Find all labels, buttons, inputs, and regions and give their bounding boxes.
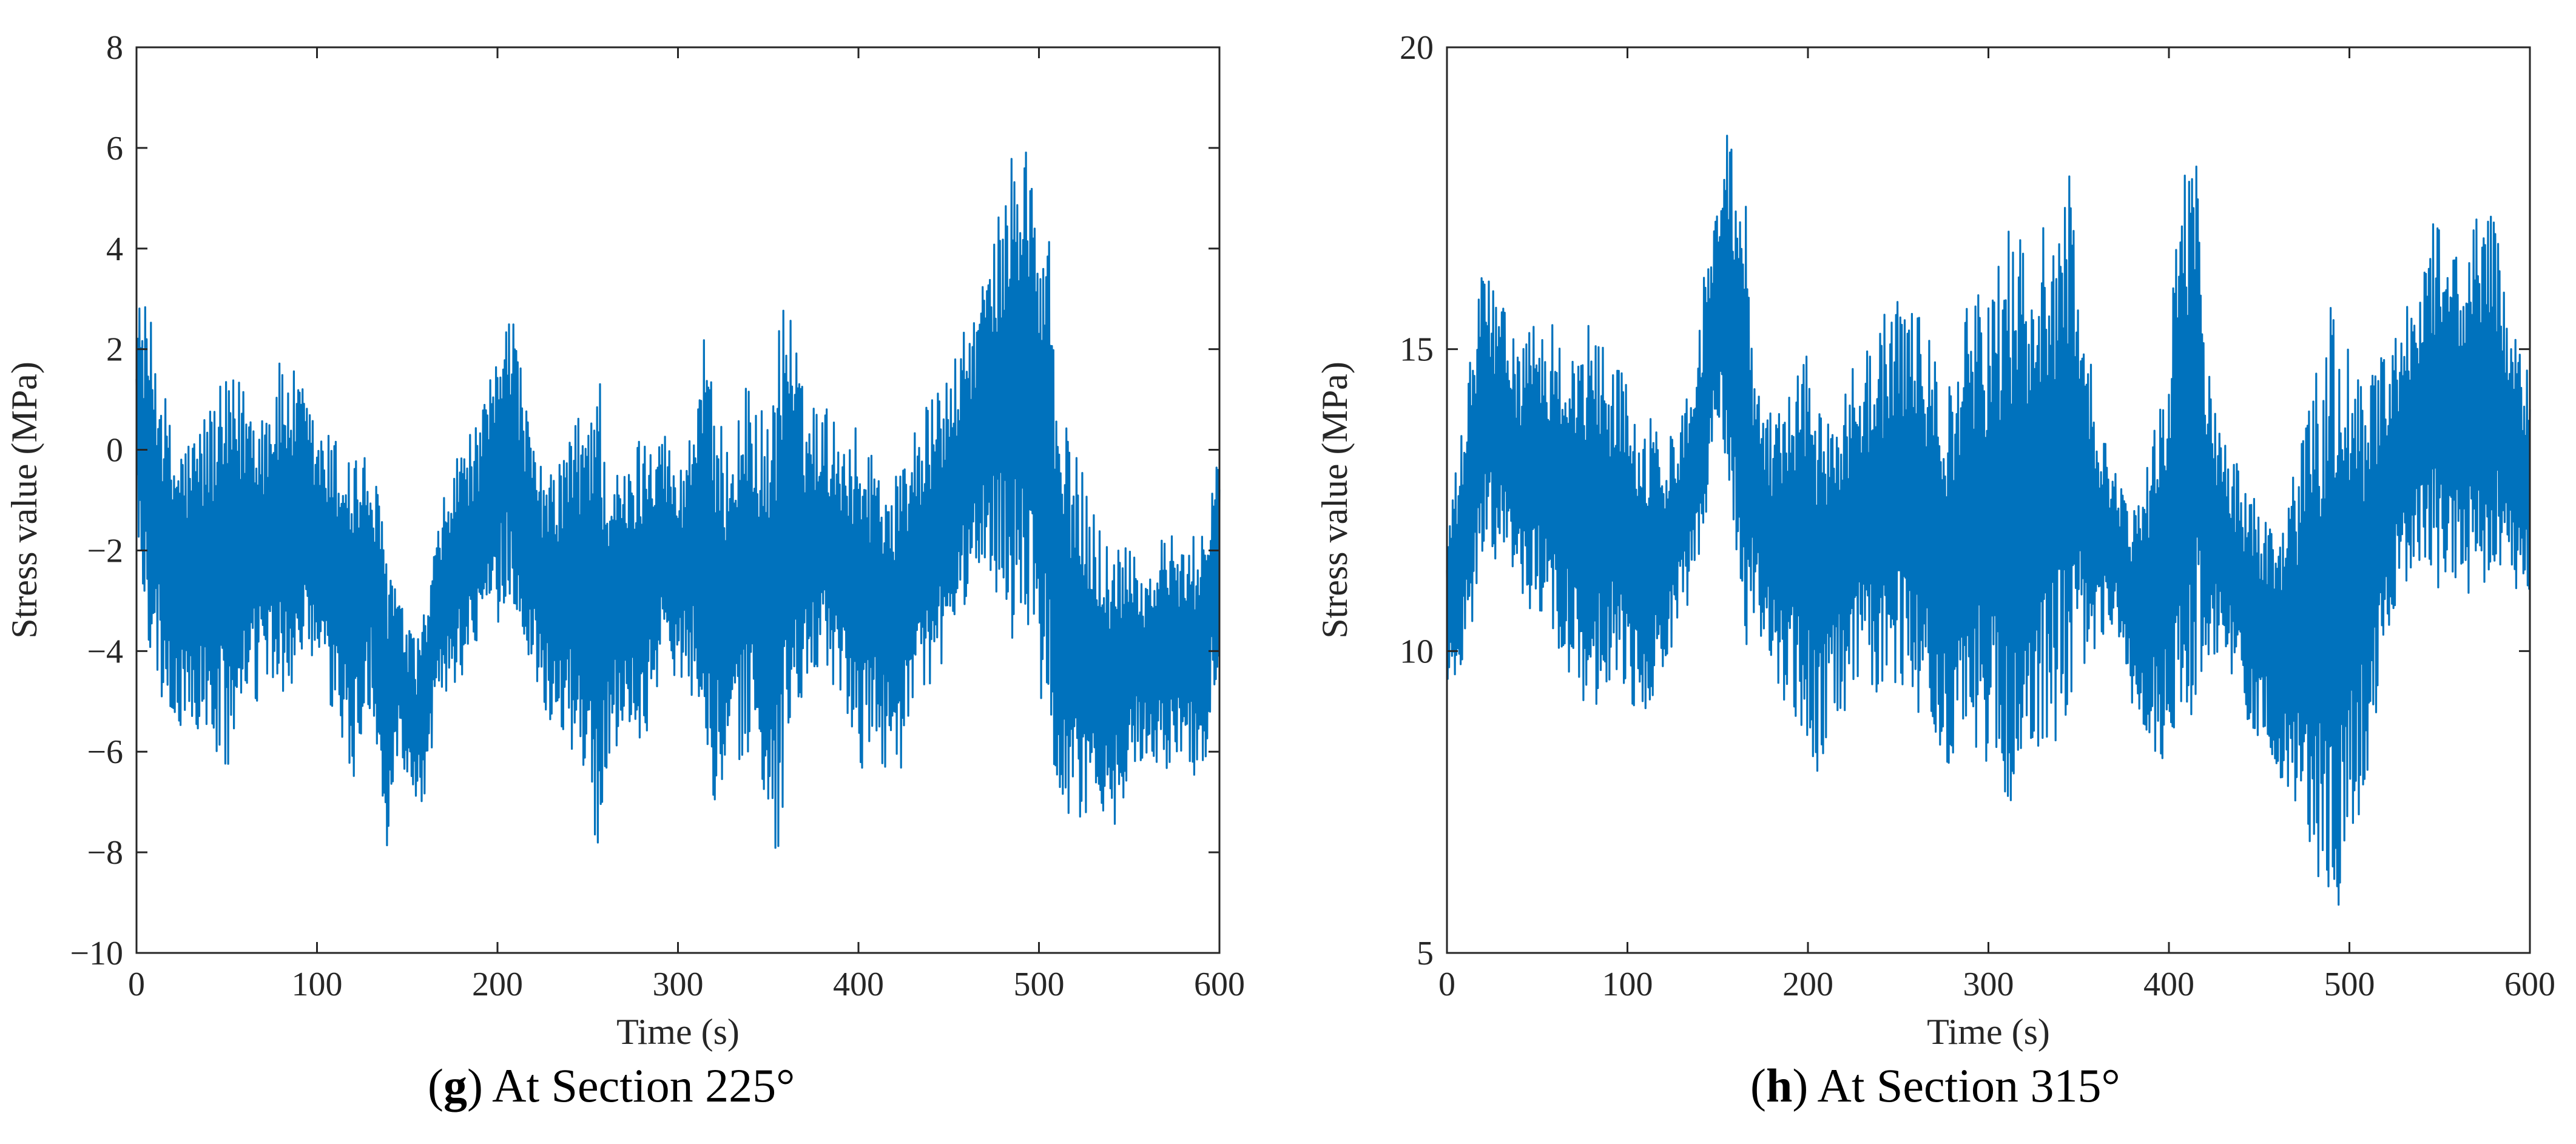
y-axis-label-g: Stress value (MPa) xyxy=(4,362,44,639)
x-tick-label-g-0: 0 xyxy=(128,966,145,1003)
x-tick-label-h-4: 400 xyxy=(2143,966,2194,1003)
x-tick-label-h-3: 300 xyxy=(1963,966,2014,1003)
y-tick-label-g-6: 2 xyxy=(106,331,123,369)
x-tick-label-g-3: 300 xyxy=(653,966,704,1003)
x-axis-label-g: Time (s) xyxy=(616,1012,740,1052)
caption-g: (g) At Section 225° xyxy=(428,1059,795,1112)
series-line-h-0 xyxy=(1446,135,2531,906)
y-tick-label-g-9: 8 xyxy=(106,29,123,67)
y-tick-label-g-2: −6 xyxy=(87,733,123,771)
series-line-g-0 xyxy=(135,151,1221,849)
x-tick-label-g-5: 500 xyxy=(1014,966,1065,1003)
y-tick-label-g-3: −4 xyxy=(87,633,123,670)
y-tick-label-h-0: 5 xyxy=(1417,935,1434,972)
y-axis-label-h: Stress value (MPa) xyxy=(1315,362,1355,639)
x-tick-label-h-5: 500 xyxy=(2324,966,2375,1003)
y-tick-label-g-8: 6 xyxy=(106,130,123,167)
caption-h-text: At Section 315° xyxy=(1817,1059,2120,1112)
x-tick-label-h-1: 100 xyxy=(1602,966,1653,1003)
caption-h: (h) At Section 315° xyxy=(1750,1059,2120,1112)
y-tick-label-h-1: 10 xyxy=(1400,633,1434,670)
x-axis-label-h: Time (s) xyxy=(1927,1012,2050,1052)
caption-h-letter: h xyxy=(1765,1059,1793,1112)
y-tick-label-g-5: 0 xyxy=(106,432,123,469)
x-tick-label-h-6: 600 xyxy=(2504,966,2555,1003)
chart-g: 0 100 200 300 400 500 600 −10 −8 −6 −4 −2 0 2 4 6 8 Time … xyxy=(4,29,1245,1052)
x-tick-label-g-1: 100 xyxy=(292,966,343,1003)
y-tick-label-h-2: 15 xyxy=(1400,331,1434,369)
y-tick-label-g-1: −8 xyxy=(87,834,123,872)
caption-g-letter: g xyxy=(443,1059,467,1112)
x-tick-label-g-4: 400 xyxy=(833,966,884,1003)
x-tick-label-h-2: 200 xyxy=(1782,966,1833,1003)
x-tick-label-g-2: 200 xyxy=(472,966,523,1003)
y-tick-label-g-0: −10 xyxy=(70,935,123,972)
x-tick-label-g-6: 600 xyxy=(1194,966,1245,1003)
y-tick-label-h-3: 20 xyxy=(1400,29,1434,67)
caption-g-text: At Section 225° xyxy=(492,1059,795,1112)
chart-h: 0 100 200 300 400 500 600 5 10 15 20 Time (s) Stress… xyxy=(1315,29,2555,1052)
y-tick-label-g-4: −2 xyxy=(87,532,123,570)
x-tick-label-h-0: 0 xyxy=(1438,966,1455,1003)
y-tick-label-g-7: 4 xyxy=(106,230,123,268)
